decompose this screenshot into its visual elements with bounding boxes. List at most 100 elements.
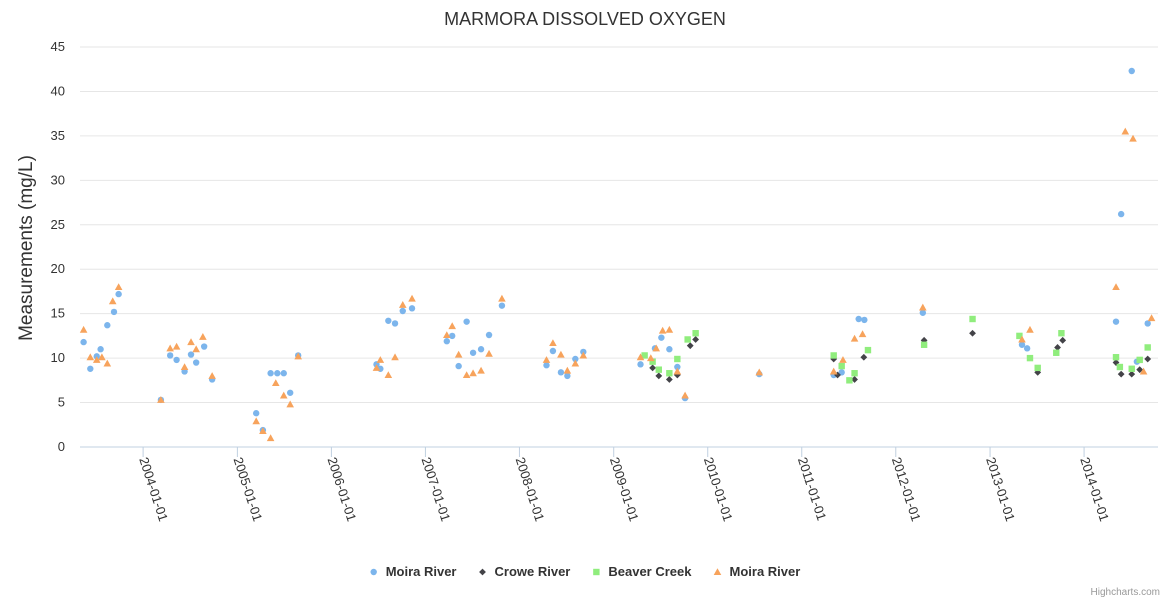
credits-text[interactable]: Highcharts.com (1091, 587, 1160, 598)
data-point (1116, 363, 1124, 371)
y-tick-label: 30 (51, 172, 65, 187)
data-point (637, 361, 644, 368)
data-point (860, 353, 868, 361)
data-point (166, 344, 174, 352)
data-point (858, 330, 867, 338)
y-tick-label: 20 (51, 261, 65, 276)
data-point (1112, 318, 1120, 325)
data-point (673, 367, 682, 375)
data-point (104, 322, 111, 329)
data-point (641, 352, 648, 359)
legend-item-2[interactable]: Crowe River (479, 564, 570, 579)
data-point (1023, 345, 1031, 352)
legend-label: Moira River (386, 564, 457, 579)
data-point (98, 353, 106, 361)
y-tick-label: 45 (51, 39, 65, 54)
data-point (755, 368, 764, 376)
series-4-triangle (79, 127, 1156, 442)
data-point (1121, 127, 1130, 135)
data-points (79, 67, 1156, 442)
diamond-marker-icon (479, 568, 486, 576)
data-point (919, 309, 927, 316)
data-point (114, 283, 123, 291)
data-point (1026, 354, 1034, 362)
data-point (652, 344, 661, 352)
data-point (408, 294, 416, 302)
y-tick-label: 40 (51, 83, 65, 98)
data-point (294, 352, 302, 360)
data-point (274, 370, 281, 377)
data-point (549, 347, 557, 355)
data-point (384, 371, 393, 379)
data-point (477, 366, 485, 374)
data-point (1112, 354, 1120, 361)
data-point (564, 372, 571, 380)
data-point (579, 351, 588, 359)
data-point (485, 349, 493, 357)
data-point (543, 362, 550, 369)
data-point (919, 303, 927, 311)
data-point (571, 359, 580, 367)
data-point (851, 370, 858, 377)
data-point (469, 349, 477, 356)
data-point (271, 379, 280, 387)
data-point (1054, 344, 1061, 351)
data-point (674, 363, 681, 371)
data-point (372, 364, 381, 371)
y-tick-label: 5 (58, 395, 65, 410)
data-point (655, 372, 663, 380)
y-tick-label: 10 (51, 350, 65, 365)
data-point (192, 359, 200, 366)
data-point (187, 338, 195, 346)
data-point (97, 346, 104, 353)
legend-item-4[interactable]: Moira River (713, 564, 801, 579)
data-point (180, 363, 189, 371)
data-point (681, 391, 689, 399)
data-point (666, 346, 673, 353)
data-point (549, 339, 557, 347)
y-tick-label: 25 (51, 217, 65, 232)
data-point (1112, 283, 1120, 291)
legend-item-1[interactable]: Moira River (370, 564, 457, 579)
data-point (477, 346, 485, 353)
data-point (557, 350, 565, 358)
data-point (834, 371, 841, 379)
data-point (443, 331, 451, 339)
data-point (286, 389, 294, 396)
data-point (692, 330, 699, 337)
y-tick-label: 35 (51, 128, 65, 143)
y-axis-title: Measurements (mg/L) (16, 155, 37, 341)
data-point (280, 370, 287, 377)
data-point (199, 332, 207, 340)
data-point (666, 370, 673, 377)
data-point (172, 342, 181, 350)
data-point (1117, 210, 1125, 218)
data-point (80, 338, 87, 346)
data-point (1117, 370, 1125, 378)
data-point (684, 336, 691, 343)
legend-label: Beaver Creek (608, 564, 692, 579)
data-point (692, 336, 700, 343)
data-point (1058, 330, 1065, 337)
data-point (855, 315, 862, 323)
legend-item-3[interactable]: Beaver Creek (593, 564, 692, 579)
data-point (391, 353, 399, 361)
circle-marker-icon (370, 568, 377, 576)
data-point (86, 353, 95, 361)
grid-lines (80, 46, 1158, 448)
data-point (376, 356, 385, 363)
data-point (252, 410, 260, 417)
data-point (969, 315, 976, 323)
data-point (838, 369, 845, 376)
data-point (1053, 349, 1060, 356)
data-point (266, 434, 275, 442)
data-point (454, 350, 463, 358)
data-point (851, 376, 858, 383)
data-point (92, 356, 101, 363)
data-point (103, 359, 112, 367)
data-point (1128, 365, 1135, 372)
data-point (173, 356, 180, 364)
data-point (399, 307, 406, 315)
